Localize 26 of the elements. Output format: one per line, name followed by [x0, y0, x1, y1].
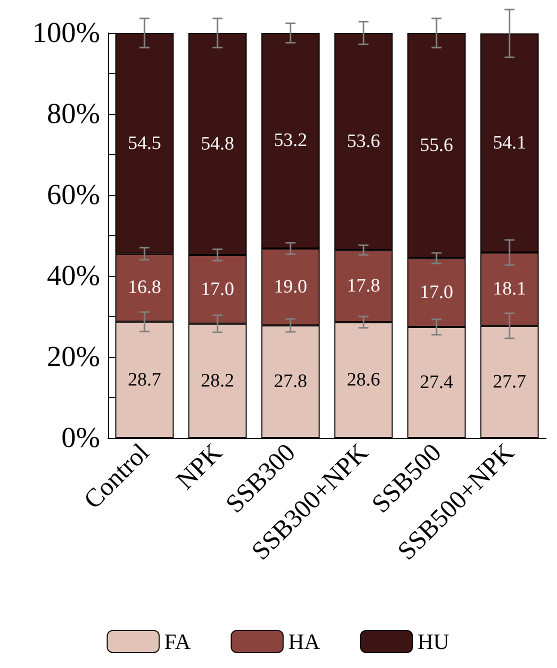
data-label: 17.8 [346, 276, 380, 297]
legend-label: HA [288, 629, 320, 654]
data-label: 54.1 [492, 132, 526, 154]
data-label: 17.0 [200, 278, 234, 300]
y-tick-label: 100% [32, 17, 100, 49]
data-label: 53.6 [346, 131, 380, 152]
data-label: 28.7 [128, 369, 162, 390]
y-tick-label: 60% [46, 179, 100, 211]
data-label: 55.6 [420, 135, 454, 156]
y-tick-label: 40% [46, 260, 100, 292]
data-label: 18.1 [492, 278, 526, 300]
y-tick-label: 80% [46, 98, 100, 130]
data-label: 19.0 [274, 276, 308, 298]
y-tick-label: 20% [46, 341, 100, 373]
data-label: 16.8 [128, 277, 162, 298]
data-label: 27.8 [274, 371, 308, 392]
legend-label: FA [164, 629, 191, 654]
data-label: 28.2 [200, 370, 234, 392]
data-label: 53.2 [274, 130, 308, 152]
data-label: 17.0 [420, 282, 454, 304]
data-label: 27.7 [492, 371, 526, 392]
data-label: 54.5 [128, 132, 162, 154]
data-label: 28.6 [346, 370, 380, 391]
data-label: 54.8 [200, 133, 234, 154]
data-label: 27.4 [420, 372, 454, 394]
legend-label: HU [417, 629, 450, 654]
